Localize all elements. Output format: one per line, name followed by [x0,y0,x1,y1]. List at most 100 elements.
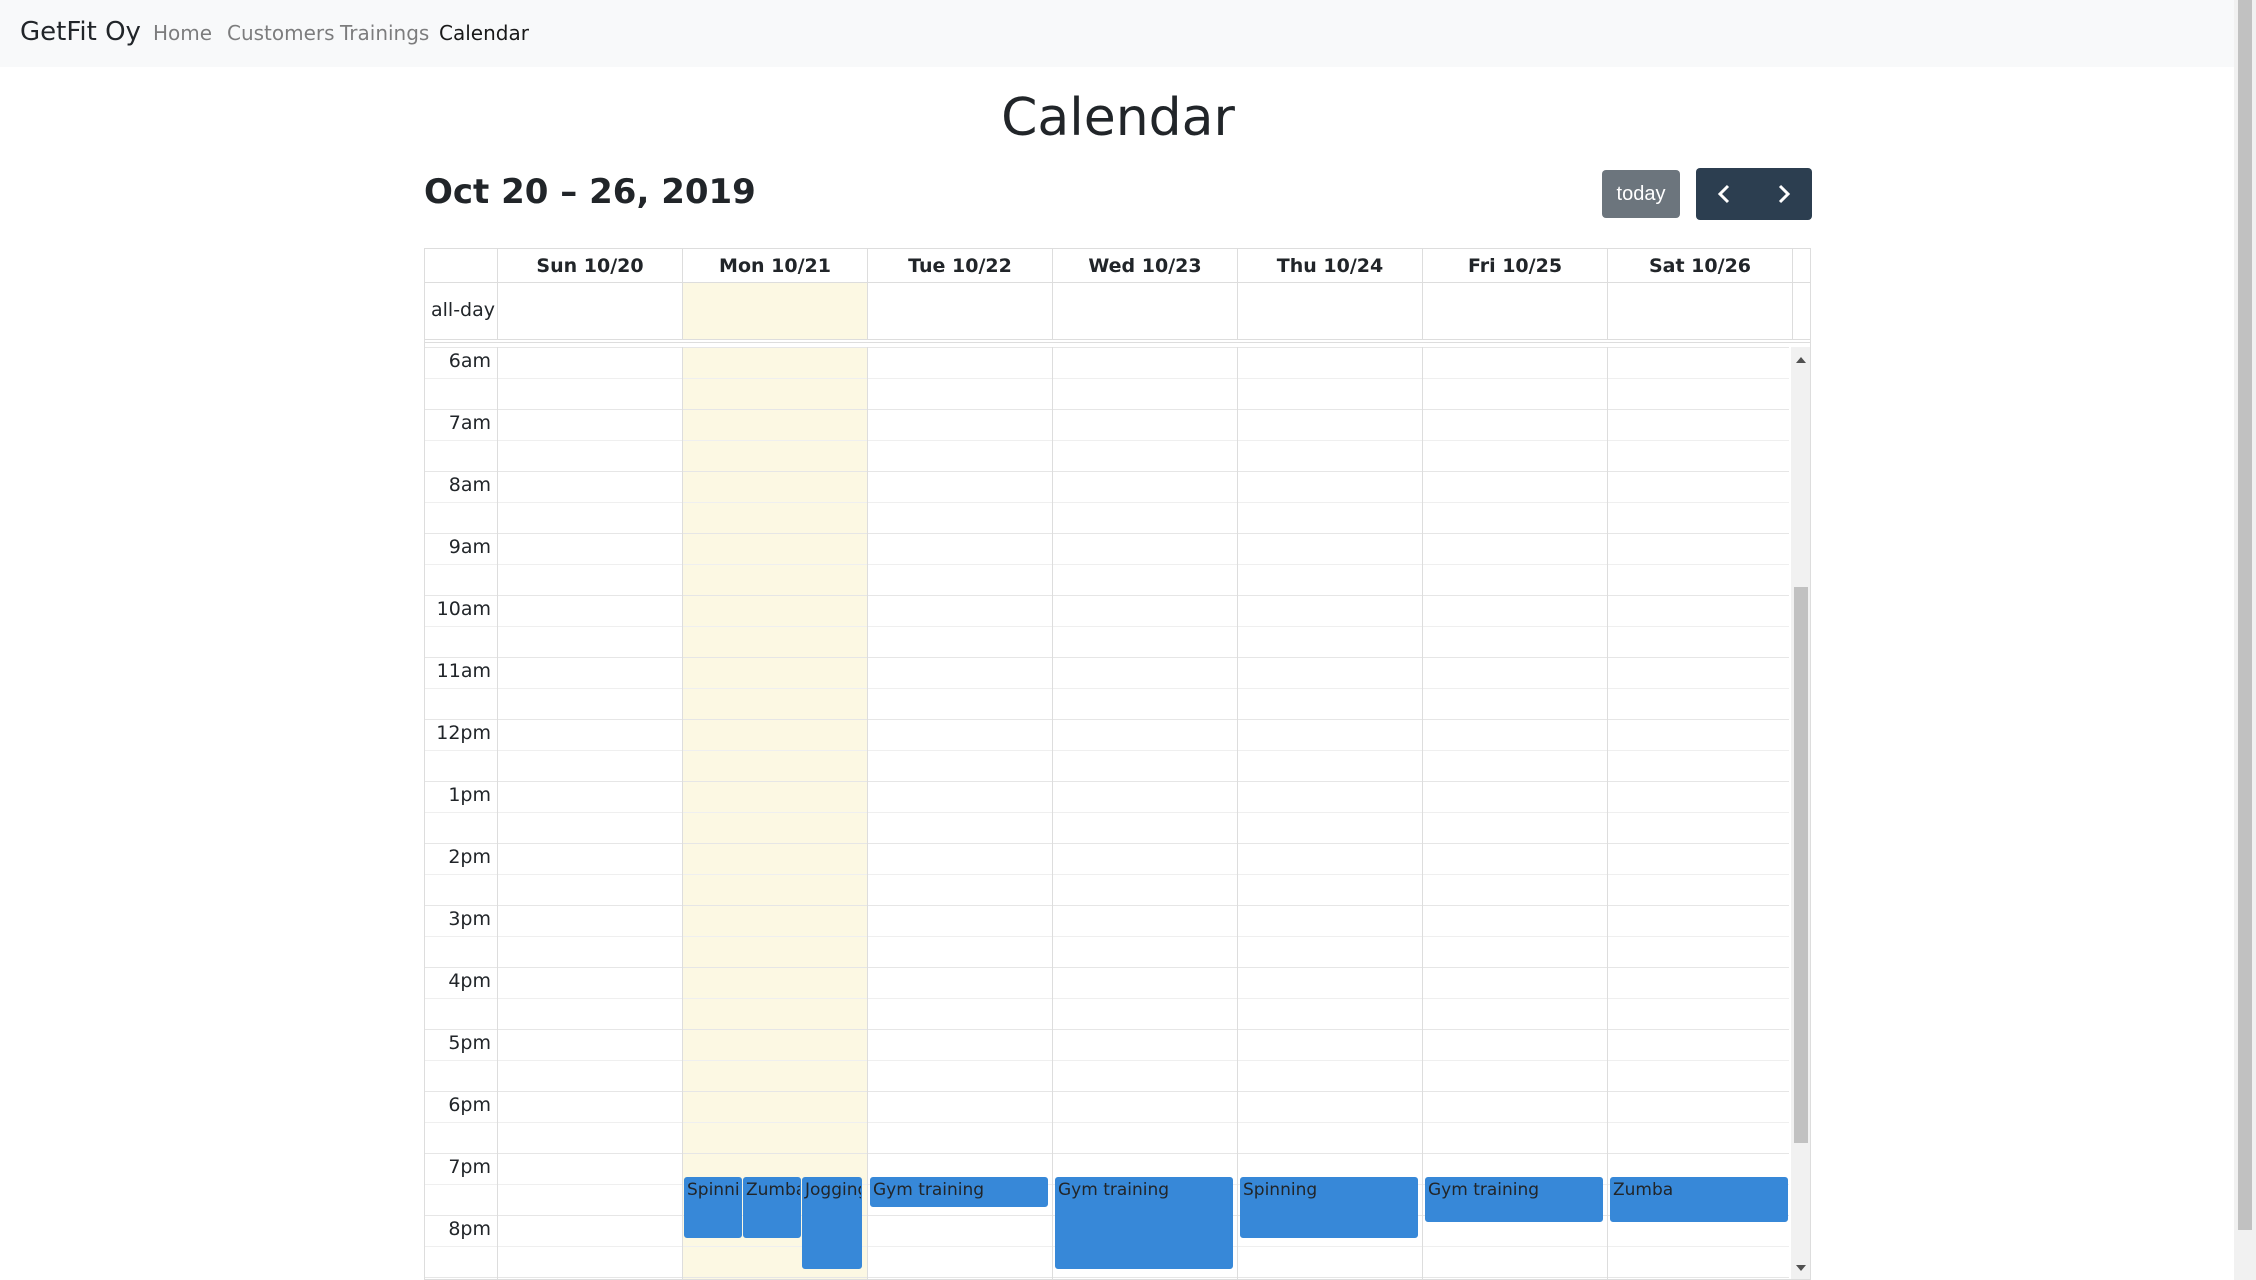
col-divider [1607,347,1608,1279]
slot-line [425,1122,1789,1123]
nav-link-home[interactable]: Home [153,21,213,45]
time-label-10am: 10am [436,598,491,620]
time-label-6am: 6am [448,350,491,372]
slot-line [425,1091,1789,1092]
slot-line [425,905,1789,906]
day-header-mon: Mon 10/21 [682,249,867,283]
window-scrollbar-thumb[interactable] [2238,0,2252,1230]
time-label-1pm: 1pm [448,784,491,806]
slot-line [425,657,1789,658]
time-label-5pm: 5pm [448,1032,491,1054]
col-divider [1237,283,1238,339]
scroll-up-icon[interactable] [1796,357,1806,363]
slot-line [425,874,1789,875]
time-label-9am: 9am [448,536,491,558]
col-divider [1052,283,1053,339]
slot-line [425,626,1789,627]
col-divider [497,283,498,339]
slot-line [425,347,1789,348]
date-range-title: Oct 20 – 26, 2019 [424,172,756,212]
today-column-highlight [683,347,867,1279]
event-gym-training-tue[interactable]: Gym training [870,1177,1048,1207]
slot-line [425,564,1789,565]
slot-line [425,812,1789,813]
slot-line [425,1153,1789,1154]
event-spinning-thu[interactable]: Spinning [1240,1177,1418,1238]
time-label-12pm: 12pm [436,722,491,744]
day-header-wed: Wed 10/23 [1052,249,1237,283]
event-gym-training-fri[interactable]: Gym training [1425,1177,1603,1222]
prev-button[interactable] [1696,168,1754,220]
slot-line [425,750,1789,751]
slot-line [425,998,1789,999]
slot-line [425,409,1789,410]
calendar-header-row: Sun 10/20 Mon 10/21 Tue 10/22 Wed 10/23 … [425,249,1810,283]
time-label-6pm: 6pm [448,1094,491,1116]
event-gym-training-wed[interactable]: Gym training [1055,1177,1233,1269]
slot-line [425,1277,1789,1278]
all-day-label: all-day [431,299,496,321]
col-divider [1422,283,1423,339]
day-header-sat: Sat 10/26 [1607,249,1792,283]
day-header-tue: Tue 10/22 [867,249,1052,283]
col-divider [867,283,868,339]
time-label-8pm: 8pm [448,1218,491,1240]
nav-link-calendar[interactable]: Calendar [439,21,529,45]
time-label-7am: 7am [448,412,491,434]
scroll-down-icon[interactable] [1796,1265,1806,1271]
brand-link[interactable]: GetFit Oy [20,17,141,47]
slot-line [425,502,1789,503]
nav-link-trainings[interactable]: Trainings [340,21,430,45]
col-divider [682,283,683,339]
slot-line [425,936,1789,937]
prev-next-button-group [1696,168,1812,220]
day-header-sun: Sun 10/20 [497,249,682,283]
col-divider [1792,283,1793,339]
slot-line [425,533,1789,534]
time-grid[interactable]: 6am 7am 8am 9am 10am 11am 12pm 1pm 2pm 3… [425,347,1810,1279]
nav-link-customers[interactable]: Customers [227,21,335,45]
time-label-3pm: 3pm [448,908,491,930]
col-divider [682,347,683,1279]
col-divider [867,347,868,1279]
slot-line [425,440,1789,441]
navbar: GetFit Oy Home Customers Trainings Calen… [0,0,2234,67]
slot-line [425,378,1789,379]
col-divider [497,347,498,1279]
slot-line [425,1060,1789,1061]
slot-line [425,1029,1789,1030]
col-divider [1607,283,1608,339]
col-divider [1422,347,1423,1279]
calendar-scrollbar-thumb[interactable] [1794,587,1808,1143]
day-header-fri: Fri 10/25 [1422,249,1607,283]
next-button[interactable] [1754,168,1812,220]
slot-line [425,719,1789,720]
calendar-grid: Sun 10/20 Mon 10/21 Tue 10/22 Wed 10/23 … [424,248,1811,1280]
slot-line [425,688,1789,689]
time-label-4pm: 4pm [448,970,491,992]
time-label-8am: 8am [448,474,491,496]
slot-line [425,781,1789,782]
col-divider [1237,347,1238,1279]
all-day-today-highlight [683,283,867,339]
window-scrollbar[interactable] [2234,0,2256,1280]
event-zumba-mon[interactable]: Zumba [743,1177,801,1238]
calendar-scrollbar[interactable] [1791,347,1810,1279]
event-zumba-sat[interactable]: Zumba [1610,1177,1788,1222]
slot-line [425,967,1789,968]
event-spinning-mon[interactable]: Spinning [684,1177,742,1238]
chevron-left-icon [1717,184,1730,204]
time-label-11am: 11am [436,660,491,682]
chevron-right-icon [1778,184,1791,204]
slot-line [425,595,1789,596]
day-header-thu: Thu 10/24 [1237,249,1422,283]
all-day-row: all-day [425,283,1810,343]
slot-line [425,843,1789,844]
time-label-2pm: 2pm [448,846,491,868]
time-label-7pm: 7pm [448,1156,491,1178]
event-jogging-mon[interactable]: Jogging [802,1177,862,1269]
col-divider [1052,347,1053,1279]
slot-line [425,471,1789,472]
today-button[interactable]: today [1602,170,1680,218]
